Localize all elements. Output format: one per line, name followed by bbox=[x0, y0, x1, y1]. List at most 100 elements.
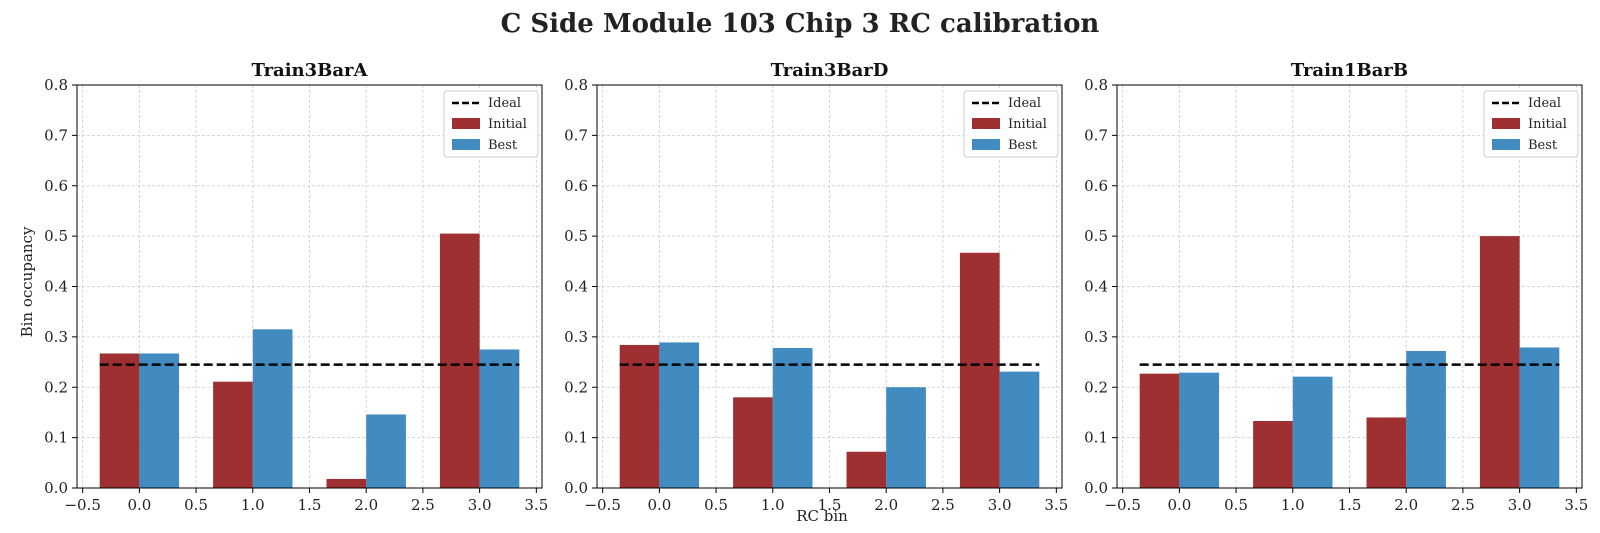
legend-ideal-label: Ideal bbox=[1528, 96, 1561, 111]
x-tick-label: 2.5 bbox=[1451, 496, 1475, 514]
best-bar bbox=[1179, 372, 1220, 488]
y-tick-label: 0.0 bbox=[1084, 479, 1108, 497]
y-tick-label: 0.1 bbox=[564, 429, 588, 447]
x-tick-label: −0.5 bbox=[584, 496, 620, 514]
x-tick-label: 2.5 bbox=[931, 496, 955, 514]
best-bar bbox=[1519, 347, 1560, 488]
best-bar bbox=[886, 387, 926, 488]
plot-frame bbox=[1116, 84, 1583, 489]
y-tick-label: 0.3 bbox=[564, 328, 588, 346]
y-tick-label: 0.8 bbox=[1084, 76, 1108, 94]
y-tick-label: 0.1 bbox=[1084, 429, 1108, 447]
legend: Ideal Initial Best bbox=[1483, 90, 1579, 158]
x-tick-label: 3.0 bbox=[988, 496, 1012, 514]
initial-bar bbox=[619, 344, 660, 488]
initial-bar bbox=[326, 478, 367, 488]
x-tick-label: 0.5 bbox=[1224, 496, 1248, 514]
legend-best-swatch bbox=[1492, 139, 1520, 150]
legend-best-swatch bbox=[452, 139, 480, 150]
legend-initial-swatch bbox=[452, 118, 480, 129]
legend-initial-label: Initial bbox=[1008, 117, 1047, 132]
best-bar bbox=[772, 347, 813, 488]
legend-best-label: Best bbox=[1008, 138, 1038, 153]
plot-frame bbox=[596, 84, 1063, 489]
initial-bar bbox=[1253, 421, 1293, 488]
legend-initial-swatch bbox=[972, 118, 1000, 129]
y-tick-label: 0.5 bbox=[1084, 227, 1108, 245]
legend: Ideal Initial Best bbox=[443, 90, 539, 158]
y-tick-label: 0.2 bbox=[1084, 378, 1108, 396]
x-tick-label: 3.0 bbox=[1508, 496, 1532, 514]
x-tick-label: 1.0 bbox=[761, 496, 785, 514]
x-tick-label: 3.5 bbox=[524, 496, 548, 514]
initial-bar bbox=[959, 252, 1000, 488]
y-tick-label: 0.0 bbox=[44, 479, 68, 497]
y-tick-label: 0.6 bbox=[1084, 177, 1108, 195]
best-bar bbox=[139, 353, 180, 488]
y-tick-label: 0.2 bbox=[564, 378, 588, 396]
x-tick-label: 1.5 bbox=[1338, 496, 1362, 514]
subplot-title: Train3BarA bbox=[251, 60, 368, 81]
initial-bar bbox=[1366, 417, 1407, 488]
y-tick-label: 0.4 bbox=[564, 278, 588, 296]
y-tick-label: 0.5 bbox=[44, 227, 68, 245]
legend-initial-swatch bbox=[1492, 118, 1520, 129]
subplot-title: Train1BarB bbox=[1291, 60, 1408, 81]
legend-initial-label: Initial bbox=[488, 117, 527, 132]
x-tick-label: 3.5 bbox=[1564, 496, 1588, 514]
y-tick-label: 0.3 bbox=[44, 328, 68, 346]
legend-initial-label: Initial bbox=[1528, 117, 1567, 132]
legend-best-label: Best bbox=[1528, 138, 1558, 153]
x-tick-label: −0.5 bbox=[64, 496, 100, 514]
y-axis-label: Bin occupancy bbox=[18, 226, 36, 337]
x-tick-label: 0.0 bbox=[1167, 496, 1191, 514]
x-tick-label: 2.0 bbox=[354, 496, 378, 514]
y-tick-label: 0.6 bbox=[564, 177, 588, 195]
legend-ideal-label: Ideal bbox=[488, 96, 521, 111]
y-tick-label: 0.7 bbox=[564, 126, 588, 144]
x-tick-label: 0.0 bbox=[647, 496, 671, 514]
y-tick-label: 0.8 bbox=[44, 76, 68, 94]
y-tick-label: 0.6 bbox=[44, 177, 68, 195]
best-bar bbox=[479, 349, 520, 488]
legend: Ideal Initial Best bbox=[963, 90, 1059, 158]
y-tick-label: 0.7 bbox=[44, 126, 68, 144]
x-axis-label: RC bin bbox=[796, 507, 848, 525]
figure-title: C Side Module 103 Chip 3 RC calibration bbox=[501, 9, 1100, 39]
subplot-panels: 0.00.10.20.30.40.50.60.70.8−0.5 0.0 0.5 1.0… bbox=[44, 60, 1588, 514]
x-tick-label: 1.0 bbox=[241, 496, 265, 514]
x-tick-label: 2.0 bbox=[1394, 496, 1418, 514]
y-tick-label: 0.0 bbox=[564, 479, 588, 497]
x-tick-label: 0.5 bbox=[184, 496, 208, 514]
legend-best-swatch bbox=[972, 139, 1000, 150]
initial-bar bbox=[1479, 236, 1520, 488]
initial-bar bbox=[733, 397, 773, 488]
x-tick-label: 1.5 bbox=[818, 496, 842, 514]
legend-best-label: Best bbox=[488, 138, 518, 153]
x-tick-label: 3.0 bbox=[468, 496, 492, 514]
best-bar bbox=[659, 342, 700, 488]
x-tick-label: 1.5 bbox=[298, 496, 322, 514]
y-tick-label: 0.4 bbox=[44, 278, 68, 296]
x-tick-label: 3.5 bbox=[1044, 496, 1068, 514]
x-tick-label: 2.5 bbox=[411, 496, 435, 514]
x-tick-label: 0.5 bbox=[704, 496, 728, 514]
best-bar bbox=[1292, 376, 1333, 488]
initial-bar bbox=[439, 233, 480, 488]
subplot-3: 0.00.10.20.30.40.50.60.70.8−0.5 0.0 0.5 1.0… bbox=[1084, 60, 1588, 514]
y-tick-label: 0.4 bbox=[1084, 278, 1108, 296]
x-tick-label: 2.0 bbox=[874, 496, 898, 514]
y-tick-label: 0.5 bbox=[564, 227, 588, 245]
x-tick-label: 0.0 bbox=[127, 496, 151, 514]
y-tick-label: 0.2 bbox=[44, 378, 68, 396]
initial-bar bbox=[213, 381, 253, 488]
legend-ideal-label: Ideal bbox=[1008, 96, 1041, 111]
best-bar bbox=[999, 371, 1040, 488]
initial-bar bbox=[846, 451, 887, 488]
y-tick-label: 0.7 bbox=[1084, 126, 1108, 144]
initial-bar bbox=[1139, 373, 1180, 488]
subplot-1: 0.00.10.20.30.40.50.60.70.8−0.5 0.0 0.5 1.0… bbox=[44, 60, 548, 514]
initial-bar bbox=[99, 353, 140, 488]
y-tick-label: 0.3 bbox=[1084, 328, 1108, 346]
